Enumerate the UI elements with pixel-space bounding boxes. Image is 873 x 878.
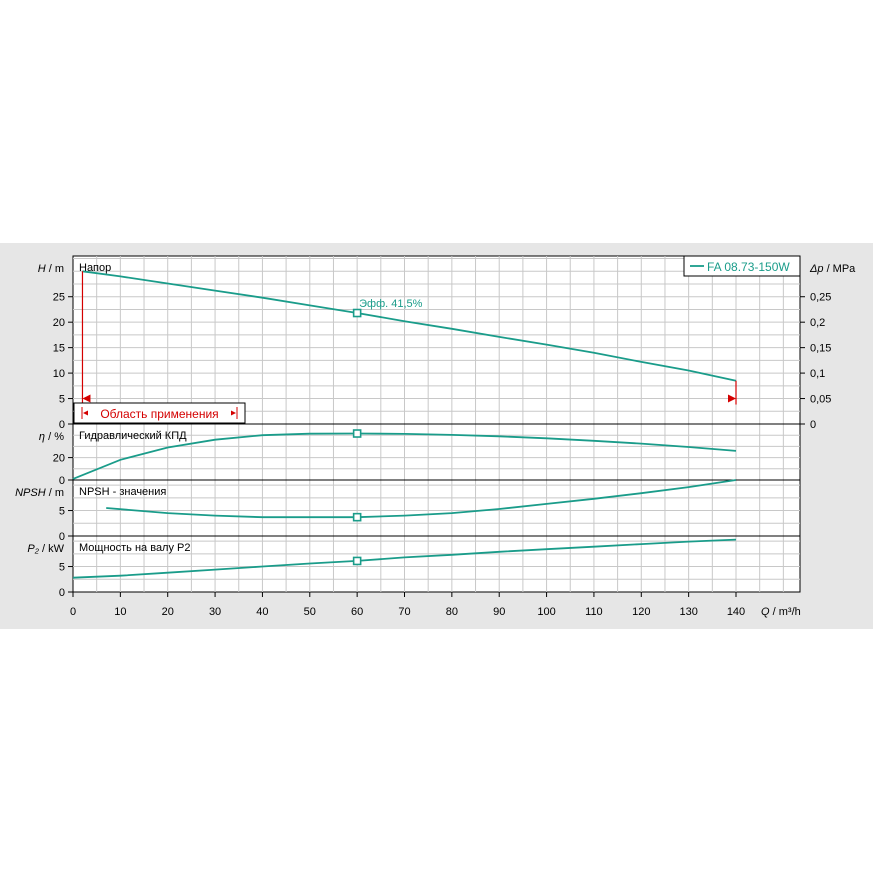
y-tick-label-npsh: 0 [59, 531, 65, 543]
y-tick-label-npsh: 5 [59, 506, 65, 518]
right-axis-unit: / MPa [827, 263, 857, 275]
y-tick-label-efficiency: 0 [59, 475, 65, 487]
x-tick-label: 40 [256, 606, 268, 618]
x-tick-label: 140 [727, 606, 745, 618]
y-axis-label-efficiency: η / % [39, 431, 64, 443]
y-axis-unit: / m [49, 263, 64, 275]
right-y-tick-label: 0 [810, 419, 816, 431]
x-tick-label: 30 [209, 606, 221, 618]
x-tick-label: 120 [632, 606, 650, 618]
application-range-box-arrow-right [231, 410, 236, 416]
y-axis-var: η [39, 431, 48, 443]
panel-title-power: Мощность на валу P2 [79, 542, 191, 554]
y-tick-label-power: 5 [59, 562, 65, 574]
right-axis-var: Δp [809, 263, 827, 275]
curve-head [82, 270, 737, 382]
efficiency-annotation: Эфф. 41,5% [359, 298, 423, 310]
y-axis-label-npsh: NPSH / m [15, 487, 64, 499]
y-axis-unit: / kW [42, 543, 65, 555]
y-axis-var: H [38, 263, 49, 275]
legend-label: FA 08.73-150W [707, 260, 790, 274]
operating-point-marker [352, 556, 362, 566]
right-y-tick-label: 0,15 [810, 343, 831, 355]
right-axis-label: Δp / MPa [809, 263, 856, 275]
x-tick-label: 20 [162, 606, 174, 618]
x-tick-label: 50 [304, 606, 316, 618]
x-tick-label: 60 [351, 606, 363, 618]
curve-power [72, 538, 737, 579]
y-tick-label-head: 5 [59, 394, 65, 406]
y-axis-var: NPSH [15, 487, 49, 499]
y-axis-label-power: P₂ / kW [27, 543, 64, 555]
right-y-tick-label: 0,2 [810, 317, 825, 329]
y-tick-label-head: 15 [53, 343, 65, 355]
y-axis-unit: / m [49, 487, 64, 499]
curve-npsh [106, 479, 737, 519]
range-end-arrow [728, 394, 736, 403]
y-tick-label-head: 10 [53, 368, 65, 380]
right-y-tick-label: 0,05 [810, 394, 831, 406]
x-axis-label: Q / m³/h [761, 606, 801, 618]
y-tick-label-head: 20 [53, 317, 65, 329]
curve-efficiency [72, 432, 737, 480]
right-y-tick-label: 0,1 [810, 368, 825, 380]
y-tick-label-power: 0 [59, 587, 65, 599]
panel-title-efficiency: Гидравлический КПД [79, 430, 187, 442]
y-tick-label-efficiency: 20 [53, 453, 65, 465]
x-axis-unit: / m³/h [773, 606, 801, 618]
operating-point-marker [352, 308, 362, 318]
operating-point-marker [352, 429, 362, 438]
application-range-box-arrow-left [83, 410, 88, 416]
x-tick-label: 110 [585, 606, 603, 618]
y-tick-label-head: 25 [53, 292, 65, 304]
right-y-tick-label: 0,25 [810, 292, 831, 304]
range-start-arrow [82, 394, 91, 403]
y-axis-var: P₂ [27, 543, 42, 555]
y-tick-label-head: 0 [59, 419, 65, 431]
x-tick-label: 10 [114, 606, 126, 618]
x-tick-label: 70 [398, 606, 410, 618]
panel-title-npsh: NPSH - значения [79, 486, 166, 498]
application-range-box [73, 402, 246, 424]
x-tick-label: 90 [493, 606, 505, 618]
x-tick-label: 0 [70, 606, 76, 618]
x-tick-label: 100 [537, 606, 555, 618]
operating-point-marker [352, 512, 362, 522]
y-axis-label-head: H / m [38, 263, 64, 275]
y-axis-unit: / % [48, 431, 64, 443]
x-axis-var: Q [761, 606, 773, 618]
x-tick-label: 130 [679, 606, 697, 618]
application-range-label: Область применения [100, 407, 218, 421]
panel-title-head: Напор [79, 262, 111, 274]
x-tick-label: 80 [446, 606, 458, 618]
legend-box [683, 255, 801, 277]
